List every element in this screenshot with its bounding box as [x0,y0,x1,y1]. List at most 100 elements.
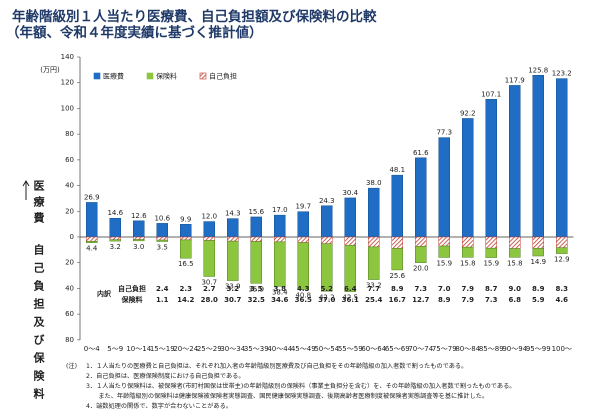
bar-segment [297,242,309,290]
value-label: 17.0 [272,206,288,214]
total-label: 20.0 [413,265,429,273]
chart-title: 年齢階級別１人当たり医療費、自己負担額及び保険料の比較 [12,8,377,25]
table-cell: 28.0 [201,296,218,304]
y-tick-label: 20 [65,207,74,215]
bar-segment [203,236,215,241]
x-tick-label: 45～49 [291,345,316,353]
total-label: 30.7 [201,278,217,286]
y2-tick-label: 80 [65,336,74,344]
x-tick-label: 85～89 [479,345,504,353]
bar-segment [86,241,98,243]
y2-tick-label: 20 [65,259,74,267]
total-label: 40.8 [295,291,311,299]
value-label: 14.6 [107,209,123,217]
table-cell: 30.7 [224,296,241,304]
bar [321,205,333,238]
value-label: 9.9 [180,215,191,223]
x-tick-label: 70～74 [408,345,433,353]
bar-segment [321,236,333,244]
x-tick-label: 10～14 [126,345,151,353]
bar-segment [180,236,192,241]
y-unit: (万円) [40,66,60,74]
x-tick-label: 20～24 [173,345,198,353]
bar [250,216,262,238]
bar-segment [368,246,380,280]
legend-swatch [93,72,101,80]
note-item: 4．端数処理の関係で、数字が合わないことがある。 [86,402,232,410]
bar [133,220,145,238]
bar [391,174,403,238]
bar-segment [438,236,450,247]
total-label: 42.2 [319,293,335,301]
table-cell: 8.7 [485,285,498,293]
bar-segment [391,248,403,271]
table-cell: 7.7 [368,285,381,293]
legend-swatch [146,72,154,80]
table-cell: 12.7 [412,296,429,304]
table-cell: 2.4 [156,285,169,293]
note-item: 1．１人当たりの医療費と自己負担は、それぞれ加入者の年齢階級別医療費及び自己負担… [86,362,467,370]
bar-segment [274,236,286,243]
bar-segment [462,246,474,258]
x-tick-label: 60～64 [361,345,386,353]
value-label: 92.2 [460,109,476,117]
bar-segment [156,236,168,241]
table-cell: 7.0 [438,285,451,293]
bar-segment [321,243,333,292]
bar-segment [156,239,168,242]
total-label: 15.9 [436,259,452,267]
bar-segment [509,236,521,249]
total-label: 15.9 [483,260,499,268]
arrow-head [22,180,30,187]
total-label: 25.6 [389,272,405,280]
bar-segment [462,236,474,248]
bar-segment [274,241,286,287]
value-label: 14.3 [225,210,241,218]
x-tick-label: 35～39 [244,345,269,353]
x-tick-label: 95～99 [526,345,551,353]
total-label: 33.2 [366,282,382,290]
table-cell: 34.6 [271,296,288,304]
table-cell: 8.9 [532,285,545,293]
x-tick-label: 5～9 [107,345,123,353]
x-tick-label: 15～19 [150,345,175,353]
total-label: 33.9 [225,283,241,291]
bar-segment [227,240,239,281]
y-tick-label: 120 [61,79,74,87]
value-label: 117.9 [505,76,525,84]
table-row-label: 自己負担 [118,284,146,293]
y2-label: 自己負担及び保険料 [32,243,46,406]
bar [368,187,380,238]
table-cell: 2.3 [180,285,193,293]
y-tick-label: 0 [70,233,74,241]
table-cell: 37.0 [318,296,335,304]
value-label: 30.4 [342,189,358,197]
bar-segment [203,240,215,277]
bar-segment [344,244,356,292]
total-label: 35.9 [248,285,264,293]
bar-segment [415,246,427,263]
table-cell: 9.0 [509,285,522,293]
bar [109,217,121,238]
bar-segment [109,236,121,240]
table-cell: 8.9 [438,296,451,304]
note-item: 2．自己負担は、医療保険制度における自己負担である。 [86,372,245,380]
x-tick-label: 40～44 [267,345,292,353]
table-cell: 1.1 [156,296,169,304]
total-label: 3.0 [133,243,144,251]
y-label: 医療費 [32,180,46,228]
table-cell: 5.2 [321,285,334,293]
bar [462,118,474,238]
x-tick-label: 0～4 [84,345,100,353]
legend-label: 自己負担 [209,72,237,81]
bar-segment [86,236,98,242]
x-tick-label: 25～29 [197,345,222,353]
bar [485,99,497,238]
legend-label: 保険料 [156,72,177,81]
value-label: 48.1 [389,166,405,174]
bar [297,211,309,238]
total-label: 4.4 [86,245,98,253]
value-label: 107.1 [481,90,501,98]
value-label: 61.6 [413,149,429,157]
table-row-label: 保険料 [121,295,143,304]
